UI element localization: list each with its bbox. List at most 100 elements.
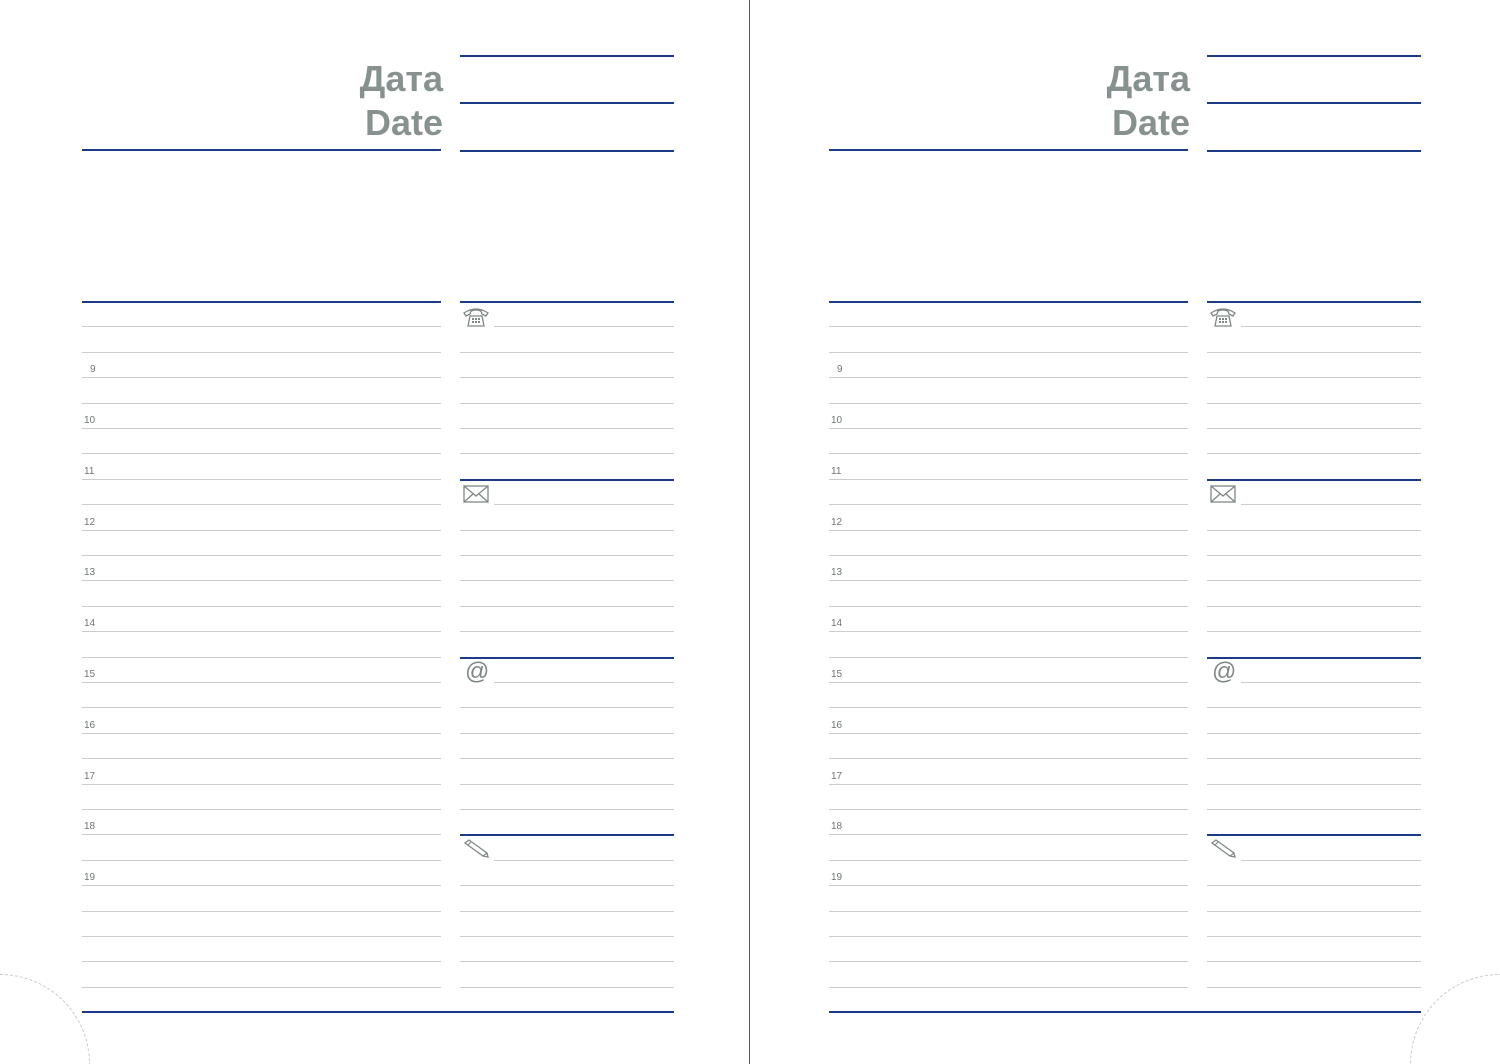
schedule-line xyxy=(82,555,441,556)
notes-line xyxy=(460,758,674,759)
schedule-line xyxy=(82,733,441,734)
notes-line xyxy=(460,580,674,581)
notes-line xyxy=(1207,987,1421,988)
section-rule xyxy=(460,301,674,303)
notes-line xyxy=(460,453,674,454)
hour-label: 16 xyxy=(831,720,843,731)
notes-line xyxy=(1207,352,1421,353)
hour-label: 14 xyxy=(84,618,96,629)
section-rule xyxy=(1207,834,1421,836)
schedule-line xyxy=(829,631,1188,632)
page-spine xyxy=(749,0,750,1064)
notes-line xyxy=(460,809,674,810)
schedule-line xyxy=(829,911,1188,912)
date-rule xyxy=(460,150,674,152)
schedule-line xyxy=(82,657,441,658)
hour-label: 19 xyxy=(831,872,843,883)
notes-line xyxy=(1241,504,1421,505)
notes-line xyxy=(1207,758,1421,759)
title-rule xyxy=(829,149,1188,151)
section-rule xyxy=(460,834,674,836)
hour-label: 11 xyxy=(831,466,842,477)
schedule-line xyxy=(829,860,1188,861)
schedule-line xyxy=(82,453,441,454)
hour-label: 13 xyxy=(84,567,96,578)
schedule-line xyxy=(82,961,441,962)
notes-line xyxy=(460,961,674,962)
schedule-line xyxy=(829,301,1188,303)
bottom-rule xyxy=(82,1011,674,1013)
hour-label: 14 xyxy=(831,618,843,629)
date-rule xyxy=(1207,102,1421,104)
schedule-line xyxy=(829,479,1188,480)
notes-line xyxy=(460,733,674,734)
schedule-line xyxy=(829,606,1188,607)
schedule-line xyxy=(82,606,441,607)
hour-label: 18 xyxy=(84,821,96,832)
notes-line xyxy=(460,911,674,912)
envelope-icon xyxy=(1209,484,1237,509)
notes-line xyxy=(460,936,674,937)
notes-line xyxy=(1207,733,1421,734)
hour-label: 16 xyxy=(84,720,96,731)
schedule-line xyxy=(82,403,441,404)
notes-line xyxy=(460,428,674,429)
schedule-line xyxy=(829,428,1188,429)
schedule-line xyxy=(82,809,441,810)
hour-label: 10 xyxy=(831,415,843,426)
notes-line xyxy=(1241,326,1421,327)
schedule-line xyxy=(829,580,1188,581)
notes-line xyxy=(460,403,674,404)
hour-label: 9 xyxy=(837,364,843,375)
section-rule xyxy=(1207,657,1421,659)
notes-line xyxy=(1207,580,1421,581)
notes-line xyxy=(1207,784,1421,785)
schedule-line xyxy=(829,530,1188,531)
schedule-line xyxy=(82,936,441,937)
hour-label: 12 xyxy=(84,517,96,528)
notes-line xyxy=(1241,860,1421,861)
notes-line xyxy=(494,682,674,683)
notes-line xyxy=(494,860,674,861)
section-rule xyxy=(1207,479,1421,481)
hour-label: 11 xyxy=(84,466,95,477)
schedule-line xyxy=(829,936,1188,937)
notes-line xyxy=(1207,631,1421,632)
date-rule xyxy=(1207,55,1421,57)
notes-line xyxy=(1207,809,1421,810)
schedule-line xyxy=(82,987,441,988)
notes-line xyxy=(460,352,674,353)
schedule-line xyxy=(82,580,441,581)
schedule-line xyxy=(82,301,441,303)
date-rule xyxy=(460,102,674,104)
hour-label: 17 xyxy=(831,771,843,782)
notes-line xyxy=(1207,453,1421,454)
hour-label: 17 xyxy=(84,771,96,782)
notes-line xyxy=(1207,377,1421,378)
schedule-line xyxy=(829,809,1188,810)
schedule-line xyxy=(829,733,1188,734)
schedule-line xyxy=(829,555,1188,556)
schedule-line xyxy=(82,631,441,632)
schedule-line xyxy=(829,403,1188,404)
schedule-line xyxy=(829,758,1188,759)
hour-label: 10 xyxy=(84,415,96,426)
schedule-line xyxy=(829,784,1188,785)
at-sign-icon: @ xyxy=(1212,658,1237,685)
schedule-line xyxy=(82,707,441,708)
schedule-line xyxy=(82,377,441,378)
schedule-line xyxy=(829,326,1188,327)
hour-label: 15 xyxy=(831,669,843,680)
notes-line xyxy=(460,631,674,632)
notes-line xyxy=(460,987,674,988)
hour-label: 19 xyxy=(84,872,96,883)
hour-label: 12 xyxy=(831,517,843,528)
hour-label: 13 xyxy=(831,567,843,578)
section-rule xyxy=(460,657,674,659)
notes-line xyxy=(1207,428,1421,429)
notes-line xyxy=(460,555,674,556)
schedule-line xyxy=(829,885,1188,886)
section-rule xyxy=(1207,301,1421,303)
schedule-line xyxy=(82,834,441,835)
telephone-icon xyxy=(462,306,490,333)
